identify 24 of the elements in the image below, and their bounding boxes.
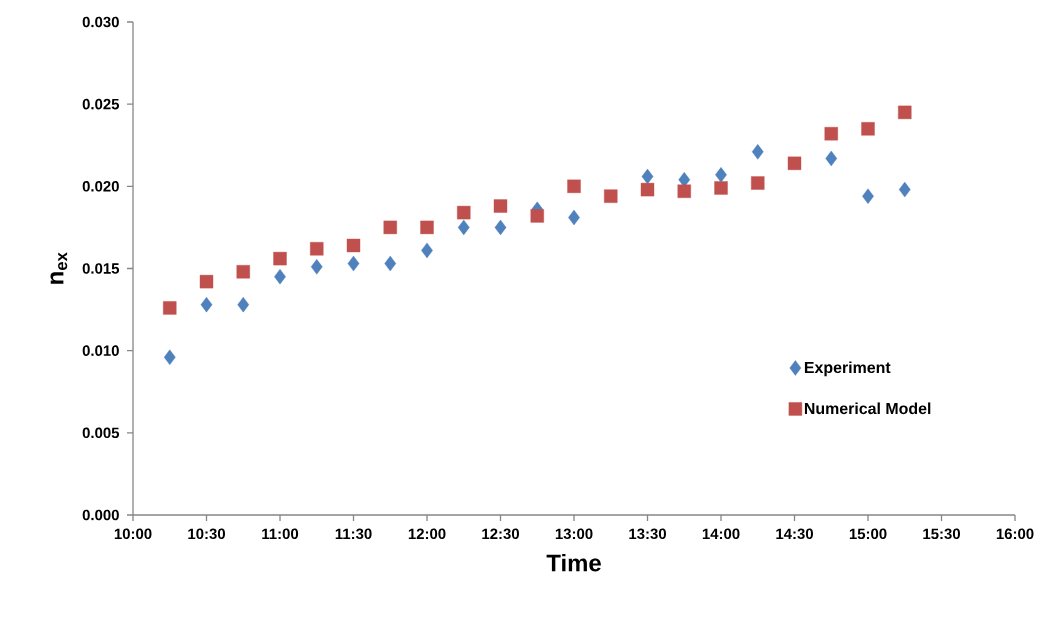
x-tick-label: 11:00 bbox=[262, 528, 299, 540]
x-tick-label: 13:30 bbox=[629, 528, 666, 540]
x-tick-label: 16:00 bbox=[996, 528, 1034, 540]
y-tick-label: 0.020 bbox=[82, 181, 119, 192]
x-tick-label: 14:30 bbox=[776, 528, 813, 540]
y-axis-title: n$_{ex}$ bbox=[50, 252, 68, 284]
x-tick-label: 14:00 bbox=[702, 528, 740, 540]
x-axis-title: Time bbox=[546, 553, 601, 572]
x-tick-label: 13:00 bbox=[555, 528, 593, 540]
y-tick-label: 0.015 bbox=[82, 263, 120, 274]
y-tick-label: 0.005 bbox=[82, 427, 120, 439]
x-tick-label: 15:00 bbox=[849, 528, 887, 540]
x-tick-label: 12:00 bbox=[408, 528, 446, 540]
x-tick-label: 10:00 bbox=[114, 528, 152, 540]
legend-label: Experiment bbox=[804, 361, 891, 377]
x-tick-label: 11:30 bbox=[335, 528, 372, 540]
y-tick-label: 0.010 bbox=[82, 345, 119, 356]
x-tick-label: 15:30 bbox=[923, 528, 960, 540]
x-tick-label: 12:30 bbox=[482, 528, 519, 540]
y-tick-label: 0.030 bbox=[82, 16, 119, 28]
legend-label: Numerical Model bbox=[804, 402, 931, 415]
x-tick-label: 10:30 bbox=[188, 528, 225, 540]
y-tick-label: 0.000 bbox=[82, 509, 119, 521]
y-tick-label: 0.025 bbox=[82, 98, 120, 110]
